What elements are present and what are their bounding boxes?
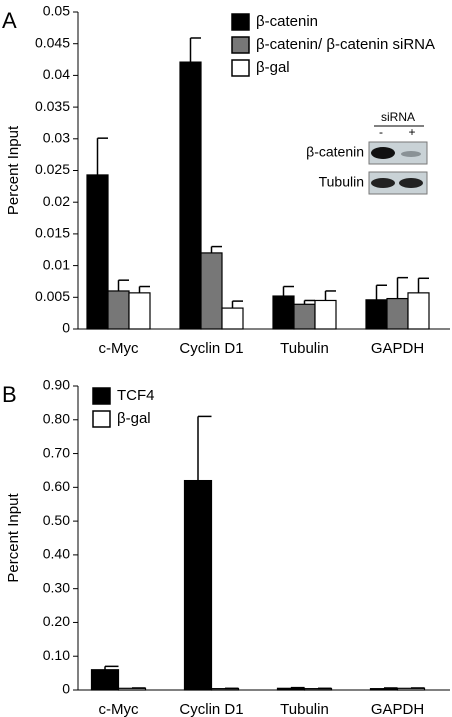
legend-swatch [92,410,111,428]
y-tick-label: 0 [62,681,70,697]
y-tick-label: 0.50 [43,512,70,528]
bar [314,299,337,330]
bar [179,61,202,330]
legend-label: β-catenin [256,13,318,30]
legend-label: TCF4 [117,387,155,404]
y-tick-label: 0.025 [35,161,70,177]
x-tick-label: Cyclin D1 [179,701,243,717]
bar [272,295,295,330]
lane-label: + [408,125,415,139]
legend-swatch [231,36,250,54]
y-tick-label: 0.70 [43,444,70,460]
y-tick-label: 0.40 [43,546,70,562]
bar [386,297,409,330]
blot-panel [368,171,428,195]
bar [90,669,120,691]
y-tick-label: 0.05 [43,3,70,19]
y-axis-label: Percent Input [5,125,22,215]
bar [293,303,316,330]
bar [183,479,213,691]
x-tick-label: c-Myc [99,701,139,717]
blot-label: Tubulin [319,174,364,190]
y-tick-label: 0.03 [43,130,70,146]
legend-label: β-gal [117,410,151,427]
legend-swatch [92,387,111,405]
y-tick-label: 0.005 [35,288,70,304]
blot-band [371,147,395,159]
bar [128,292,151,330]
y-tick-label: 0.30 [43,579,70,595]
y-tick-label: 0.60 [43,478,70,494]
legend-swatch [231,13,250,31]
legend-label: β-catenin/ β-catenin siRNA [256,36,435,53]
x-tick-label: Cyclin D1 [179,340,243,357]
y-tick-label: 0.01 [43,256,70,272]
bar [86,174,109,330]
legend-label: β-gal [256,59,290,76]
y-tick-label: 0.045 [35,34,70,50]
bar [365,299,388,330]
inset-title: siRNA [381,110,415,124]
y-tick-label: 0.02 [43,193,70,209]
y-tick-label: 0.20 [43,613,70,629]
x-tick-label: GAPDH [371,340,424,357]
bar [221,307,244,330]
x-tick-label: c-Myc [99,340,139,357]
y-tick-label: 0.04 [43,66,70,82]
x-tick-label: Tubulin [280,340,329,357]
y-tick-label: 0.015 [35,225,70,241]
panel-label: A [2,8,17,33]
blot-label: β-catenin [306,144,364,160]
panel-label: B [2,382,17,407]
x-tick-label: GAPDH [371,701,424,717]
lane-label: - [379,125,383,139]
y-tick-label: 0.90 [43,377,70,393]
bar [276,687,306,691]
x-tick-label: Tubulin [280,701,329,717]
bar [369,688,399,691]
blot-band [371,178,395,188]
bar [407,292,430,330]
y-tick-label: 0.035 [35,98,70,114]
blot-band [401,151,421,157]
y-tick-label: 0.10 [43,647,70,663]
y-tick-label: 0.80 [43,410,70,426]
blot-band [399,178,423,188]
legend-swatch [231,59,250,77]
y-tick-label: 0 [62,320,70,336]
bar [200,252,223,330]
y-axis-label: Percent Input [5,493,22,583]
bar [107,290,130,330]
